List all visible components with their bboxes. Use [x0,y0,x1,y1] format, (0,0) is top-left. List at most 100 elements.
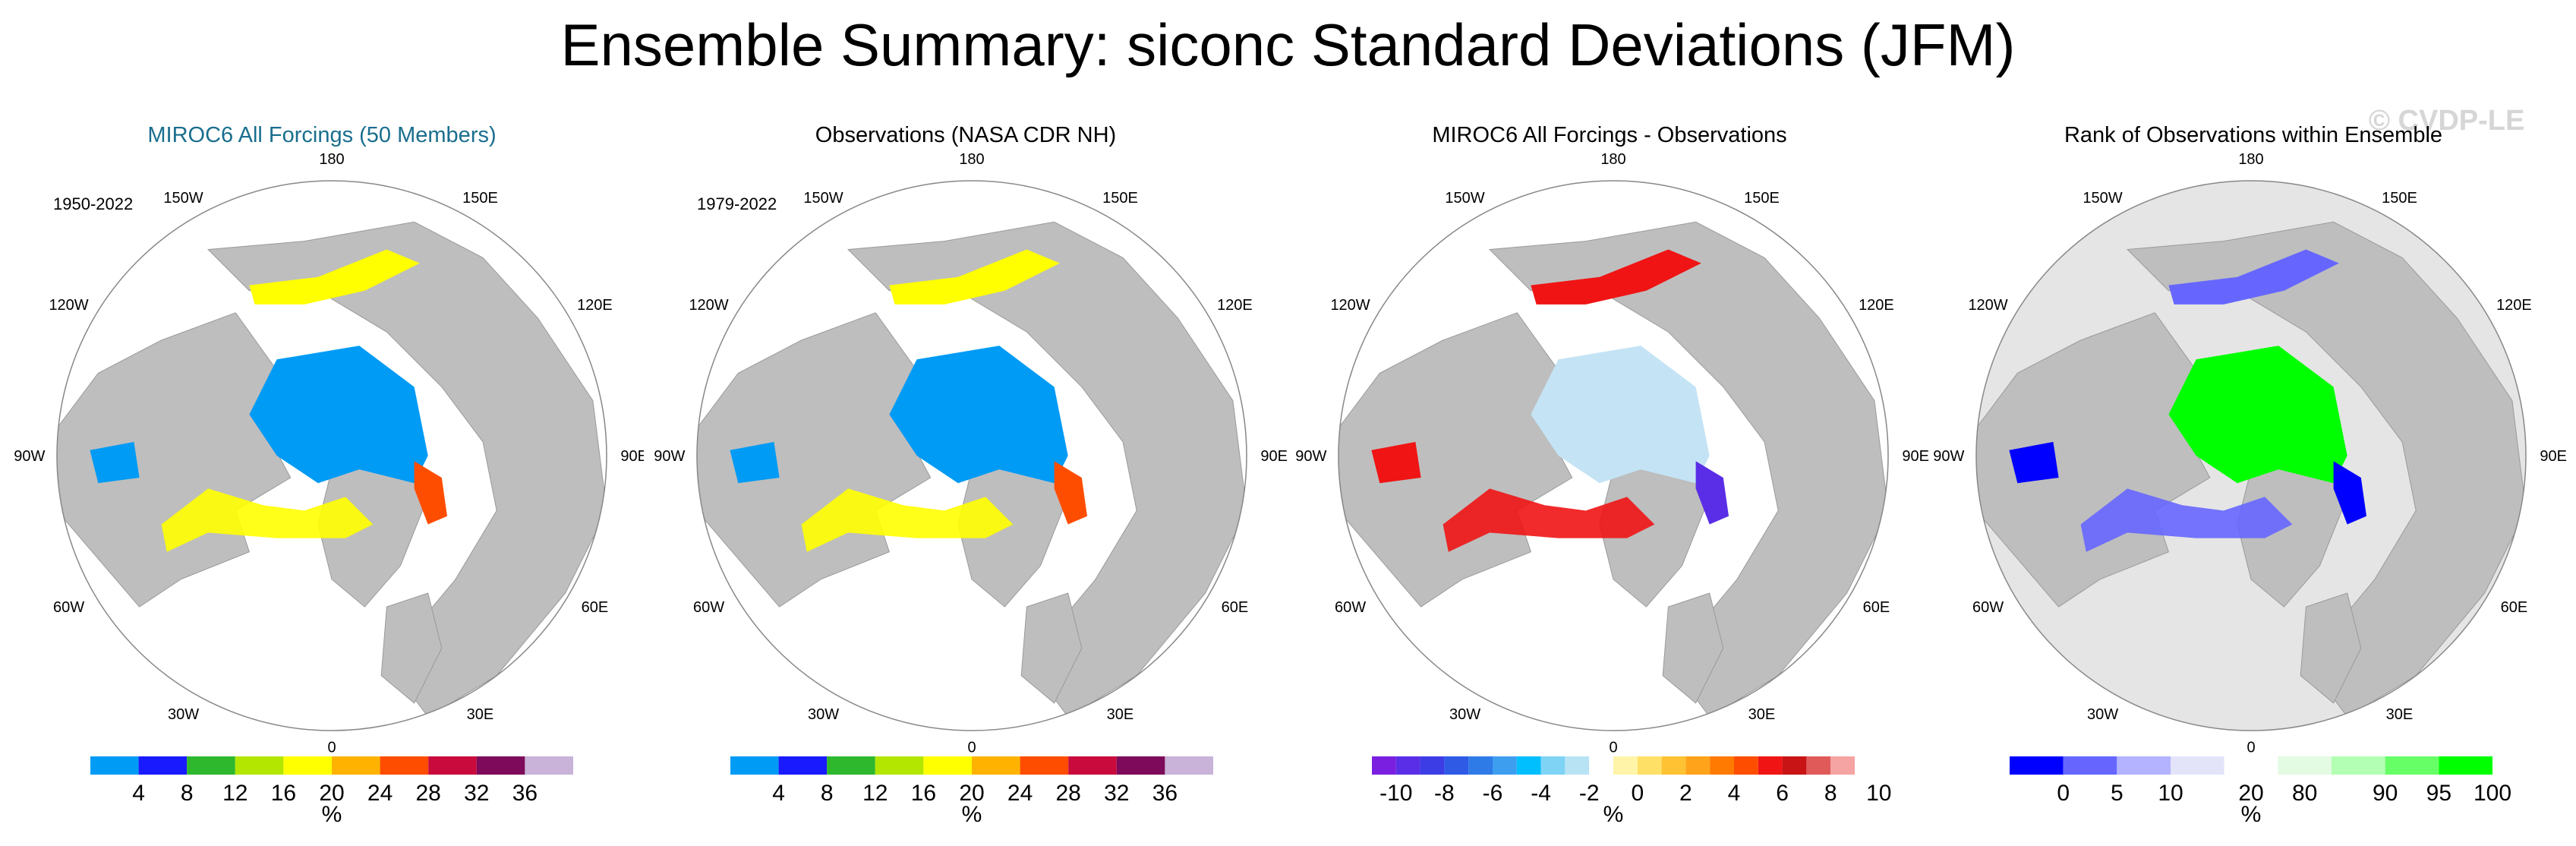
colorbar-swatch [1468,756,1493,775]
lon-label: 180 [319,151,344,168]
colorbar-tick-label: 36 [1152,781,1178,806]
lon-label: 150E [1744,190,1780,207]
lon-label: 90E [620,448,644,465]
colorbar-tick-label: 0 [1631,781,1644,806]
polar-map: 180 150W 150E 120W 120E 90W 90E 60W 60E 30W 30E 0 4 8… [654,151,1288,827]
colorbar-tick-label: 16 [911,781,936,806]
colorbar-swatch [138,756,188,775]
colorbar-swatch [1565,756,1590,775]
colorbar-swatch [2063,756,2117,775]
colorbar-tick-label: 36 [512,781,538,806]
lon-label: 30E [1107,706,1134,723]
lon-label: 150W [2083,190,2122,207]
ice-edge-zone [1695,461,1729,525]
colorbar: 4 8 12 16 20 24 28 32 36% [730,756,1213,827]
lon-label: 30W [2087,706,2118,723]
lon-label: 150E [2382,190,2417,207]
colorbar-swatch [2332,756,2385,775]
colorbar-swatch [875,756,924,775]
colorbar-tick-label: 24 [1007,781,1033,806]
colorbar-swatch [1444,756,1469,775]
colorbar-tick-label: 2 [1679,781,1692,806]
map-panel-4: Rank of Observations within Ensemble 180 1… [1931,0,2575,846]
colorbar-tick-label: 10 [2158,781,2183,806]
colorbar-tick-label: 20 [319,781,344,806]
ice-edge-zone [1442,488,1655,552]
colorbar-swatch [1516,756,1541,775]
lon-label: 90W [1933,448,1964,465]
lon-label: 60E [1222,599,1249,616]
colorbar-tick-label: 28 [416,781,441,806]
colorbar-tick-label: -6 [1483,781,1503,806]
colorbar-swatch [525,756,573,775]
colorbar-swatch [1420,756,1445,775]
lon-label: 120W [1968,297,2007,314]
colorbar-swatch [1589,756,1613,775]
sea-ice-field [889,346,1068,484]
colorbar-swatch [1734,756,1758,775]
colorbar-tick-label: 100 [2474,781,2511,806]
period-label: 1979-2022 [697,194,777,213]
map-panel-3: MIROC6 All Forcings - Observations 180 150… [1288,0,1931,846]
colorbar-tick-label: -10 [1379,781,1412,806]
lon-label: 0 [967,740,976,756]
colorbar-swatch [90,756,139,775]
panel-title: MIROC6 All Forcings (50 Members) [147,123,497,147]
colorbar-swatch [476,756,525,775]
colorbar-swatch [1372,756,1396,775]
lon-label: 90W [14,448,45,465]
ice-edge-zone [161,488,374,552]
lon-label: 150W [1445,190,1484,207]
colorbar-swatch [1116,756,1165,775]
hudson-bay-zone [1371,441,1421,484]
colorbar-swatch [1661,756,1686,775]
panel-title: Observations (NASA CDR NH) [815,123,1117,147]
lon-label: 60W [1972,599,2004,616]
colorbar-swatch [1540,756,1565,775]
colorbar-tick-label: 12 [222,781,248,806]
lon-label: 60E [1863,599,1890,616]
colorbar-tick-label: 90 [2373,781,2398,806]
hudson-bay-zone [2009,441,2059,484]
colorbar-tick-label: 12 [862,781,888,806]
map-boundary [56,180,607,731]
colorbar-tick-label: 32 [1104,781,1129,806]
colorbar-swatch [380,756,429,775]
lon-label: 90E [1902,448,1929,465]
colorbar-swatch [730,756,779,775]
colorbar-unit: % [1603,802,1624,827]
colorbar-swatch [2171,756,2224,775]
colorbar-unit: % [322,802,342,827]
colorbar-swatch [972,756,1020,775]
lon-label: 30W [808,706,839,723]
colorbar-swatch [1395,756,1420,775]
colorbar-swatch [1806,756,1831,775]
sea-ice-field [1531,346,1710,484]
lon-label: 30E [1748,706,1776,723]
colorbar-swatch [2385,756,2439,775]
lon-label: 150E [462,190,498,207]
colorbar: 4 8 12 16 20 24 28 32 36% [90,756,573,827]
colorbar-tick-label: -4 [1531,781,1551,806]
hudson-bay-zone [730,441,780,484]
colorbar-swatch [283,756,332,775]
lon-label: 120W [1330,297,1370,314]
colorbar-swatch [827,756,875,775]
colorbar-tick-label: 4 [1728,781,1741,806]
ice-edge-zone [2168,249,2339,305]
colorbar-tick-label: 4 [772,781,785,806]
lon-label: 150W [803,190,843,207]
land-scandinavia [2300,592,2362,704]
colorbar-tick-label: 5 [2111,781,2124,806]
colorbar-swatch [1782,756,1807,775]
colorbar-tick-label: 20 [959,781,984,806]
colorbar-swatch [1758,756,1783,775]
map-panel-2: Observations (NASA CDR NH) 1979-2022 180 15… [644,0,1288,846]
lon-label: 120E [577,297,613,314]
map-boundary [696,180,1247,731]
colorbar-swatch [428,756,477,775]
lon-label: 120W [49,297,88,314]
lon-label: 150W [163,190,203,207]
colorbar-tick-label: 6 [1776,781,1789,806]
